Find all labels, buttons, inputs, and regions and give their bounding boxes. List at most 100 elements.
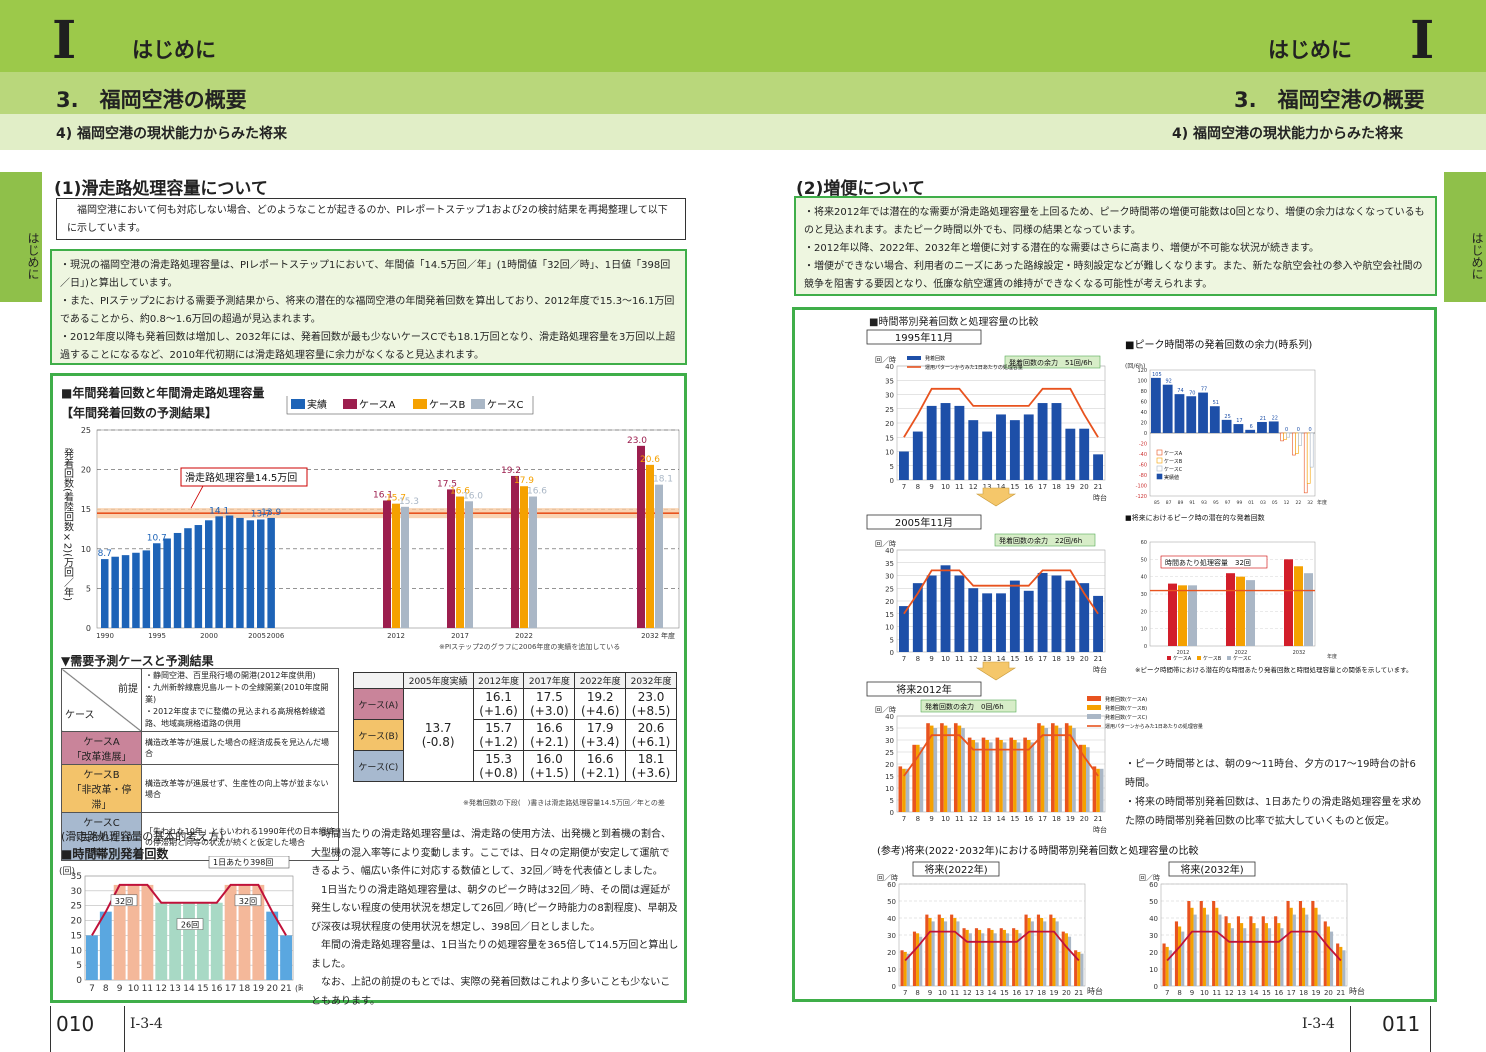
- series-bar: [1078, 744, 1083, 812]
- forecast-bar: [655, 484, 663, 628]
- y-tick-label: -120: [1136, 494, 1147, 500]
- y-tick-label: 40: [1141, 410, 1147, 416]
- forecast-margin-bar: [1309, 432, 1314, 468]
- case-c-label: ケースC 「失われた10年」: [61, 812, 142, 861]
- x-tick-label: 20: [1080, 655, 1089, 663]
- page-number-left: 010: [56, 1012, 95, 1036]
- actual-bar: [153, 543, 161, 628]
- x-tick-label: 12: [969, 483, 978, 491]
- y-tick-label: 10: [885, 785, 894, 793]
- y-tick-label: 60: [1141, 540, 1147, 546]
- chapter-roman-left: I: [52, 10, 77, 71]
- forecast-bar: [456, 496, 464, 628]
- hourly-bar: [266, 911, 279, 980]
- x-axis-label: 時台: [1093, 665, 1107, 674]
- series-bar: [1096, 768, 1100, 812]
- series-bar: [1052, 918, 1056, 986]
- forecast-data-label: 15.7: [386, 494, 406, 504]
- y-tick-label: 15: [885, 611, 894, 619]
- legend-label: 発着回数(ケースC): [1105, 714, 1147, 721]
- y-tick-label: 5: [76, 961, 82, 971]
- timeseries-data-label: 77: [1201, 387, 1207, 393]
- x-tick-label: 7: [902, 483, 906, 491]
- series-bar: [1013, 740, 1017, 812]
- hourly-bar: [169, 902, 182, 980]
- count-bar: [1037, 572, 1048, 652]
- y-tick-label: 5: [890, 636, 894, 644]
- series-bar: [1027, 918, 1031, 986]
- x-tick-label: 13: [975, 989, 984, 997]
- series-bar: [1314, 907, 1318, 986]
- legend-swatch: [291, 399, 305, 409]
- left-footer-rule: [50, 1006, 51, 1052]
- y-tick-label: 10: [885, 449, 894, 457]
- y-tick-label: 30: [71, 887, 83, 897]
- x-tick-label: 19: [1050, 989, 1059, 997]
- timeseries-data-label: 17: [1236, 418, 1242, 424]
- series-bar: [1292, 914, 1296, 986]
- series-bar: [967, 737, 972, 812]
- day-total-label: 1日あたり398回: [213, 858, 273, 867]
- hourly-title: ■時間帯別発着回数: [61, 847, 169, 861]
- forecast-data-label: 17.9: [514, 476, 534, 486]
- timeseries-bar: [1174, 394, 1185, 433]
- forecast-data-label: 16.6: [450, 487, 470, 497]
- y-tick-label: -40: [1139, 452, 1147, 458]
- series-bar: [1072, 728, 1076, 812]
- timeseries-bar: [1151, 377, 1161, 433]
- series-bar: [974, 928, 979, 986]
- x-tick-label: 13: [983, 815, 992, 823]
- basic-paragraph: 1日当たりの滑走路処理容量は、朝夕のピーク時は32回／時、その間は遅延が発生しな…: [311, 884, 678, 933]
- y-tick-label: 35: [885, 377, 894, 385]
- left-footer-rule-2: [124, 1006, 125, 1052]
- section-band: [0, 72, 1486, 114]
- series-bar: [1286, 901, 1290, 986]
- y-tick-label: 40: [1141, 575, 1147, 581]
- x-tick-label: 9: [117, 984, 123, 994]
- forecast-data-label: 17.5: [437, 479, 457, 489]
- y-tick-label: 20: [1149, 949, 1158, 957]
- case-a-desc: 構造改革等が進展した場合の経済成長を見込んだ場合: [141, 731, 339, 765]
- series-bar: [902, 768, 906, 812]
- count-bar: [1009, 420, 1020, 480]
- count-bar: [954, 405, 965, 480]
- series-bar: [1067, 936, 1072, 986]
- right-footer-rule: [1350, 1006, 1351, 1052]
- series-bar: [1317, 914, 1321, 986]
- legend-swatch: [1087, 705, 1101, 710]
- x-tick-label: 13: [1237, 989, 1246, 997]
- side-tab-right[interactable]: はじめに: [1444, 172, 1486, 302]
- actual-bar: [246, 520, 255, 628]
- series-bar: [1264, 923, 1268, 986]
- series-bar: [933, 728, 938, 812]
- case-c-desc: 「失われた10年」ともいわれる1990年代の日本経済の停滞期と同等の状況が続くと…: [141, 812, 339, 861]
- ref-title: (参考)将来(2022･2032年)における時間帯別発着回数と処理容量の比較: [877, 844, 1199, 857]
- y-tick-label: 5: [890, 463, 894, 471]
- y-axis-label: (回/6h): [1125, 363, 1145, 370]
- series-bar: [1055, 921, 1059, 986]
- y-tick-label: 0: [1154, 983, 1158, 991]
- y-tick-label: 40: [885, 547, 894, 555]
- actual-data-label: 10.7: [147, 533, 167, 543]
- x-tick-label: 8: [916, 483, 920, 491]
- x-tick-label: 2032: [1293, 650, 1306, 656]
- peak-note: ・ピーク時間帯とは、朝の9～11時台、夕方の17～19時台の計6時間。: [1125, 759, 1416, 789]
- legend-swatch: [1087, 714, 1101, 719]
- down-arrow: [975, 661, 1017, 681]
- x-tick-label: 20: [1080, 483, 1089, 491]
- y-tick-label: 50: [1149, 898, 1158, 906]
- level-label-box: [234, 894, 262, 907]
- y-tick-label: 0: [1144, 431, 1147, 437]
- right-charts: 1995年11月2005年11月将来2012年0510152025303540回…: [866, 329, 1413, 997]
- series-bar: [1202, 907, 1206, 986]
- x-tick-label: 7: [1165, 989, 1169, 997]
- forecast-margin-bar: [1303, 432, 1308, 494]
- forecast-bar: [520, 486, 528, 628]
- legend-label: 発着回数: [925, 355, 945, 362]
- series-bar: [988, 742, 993, 812]
- scenario-heading: ▼需要予測ケースと予測結果: [61, 654, 214, 668]
- series-bar: [940, 918, 944, 986]
- left-summary-box: ・現況の福岡空港の滑走路処理容量は、PIレポートステップ1において、年間値「14…: [50, 249, 687, 365]
- count-bar: [912, 583, 923, 652]
- side-tab-left[interactable]: はじめに: [0, 172, 42, 302]
